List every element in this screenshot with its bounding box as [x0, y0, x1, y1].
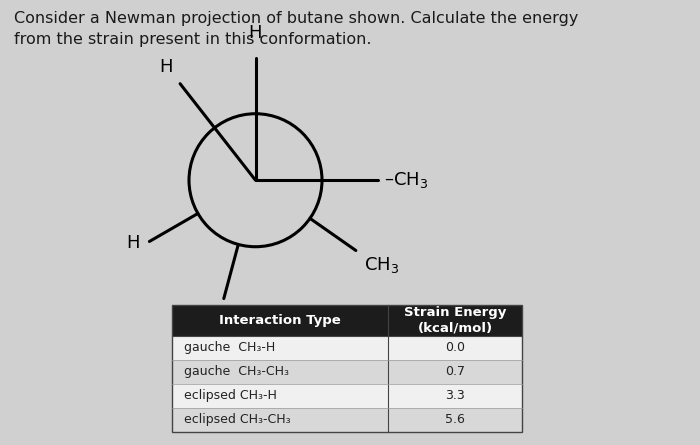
Text: H: H — [159, 58, 172, 77]
Text: H: H — [248, 24, 262, 42]
Text: eclipsed CH₃-H: eclipsed CH₃-H — [184, 389, 277, 402]
FancyBboxPatch shape — [172, 360, 522, 384]
FancyBboxPatch shape — [172, 305, 522, 336]
Text: Interaction Type: Interaction Type — [219, 314, 341, 327]
Text: 0.7: 0.7 — [445, 365, 465, 378]
Text: H: H — [216, 308, 230, 327]
Text: gauche  CH₃-H: gauche CH₃-H — [184, 341, 275, 354]
Text: 3.3: 3.3 — [445, 389, 465, 402]
Text: –CH$_3$: –CH$_3$ — [384, 170, 428, 190]
Text: H: H — [126, 234, 139, 252]
Text: gauche  CH₃-CH₃: gauche CH₃-CH₃ — [184, 365, 289, 378]
Text: eclipsed CH₃-CH₃: eclipsed CH₃-CH₃ — [184, 413, 290, 426]
Text: Consider a Newman projection of butane shown. Calculate the energy
from the stra: Consider a Newman projection of butane s… — [14, 11, 578, 47]
FancyBboxPatch shape — [172, 384, 522, 408]
Text: 0.0: 0.0 — [445, 341, 465, 354]
Text: CH$_3$: CH$_3$ — [364, 255, 400, 275]
Text: 5.6: 5.6 — [445, 413, 465, 426]
FancyBboxPatch shape — [172, 408, 522, 432]
FancyBboxPatch shape — [172, 336, 522, 360]
Text: Strain Energy
(kcal/mol): Strain Energy (kcal/mol) — [404, 306, 506, 334]
